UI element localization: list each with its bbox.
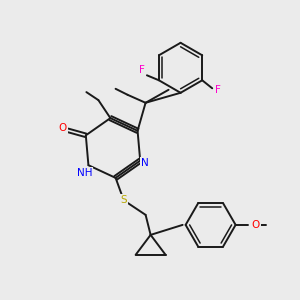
Text: O: O (251, 220, 260, 230)
Text: N: N (141, 158, 149, 168)
Text: F: F (215, 85, 221, 95)
Text: NH: NH (77, 168, 92, 178)
Text: O: O (59, 123, 67, 133)
Text: S: S (120, 195, 127, 205)
Text: F: F (139, 65, 145, 75)
